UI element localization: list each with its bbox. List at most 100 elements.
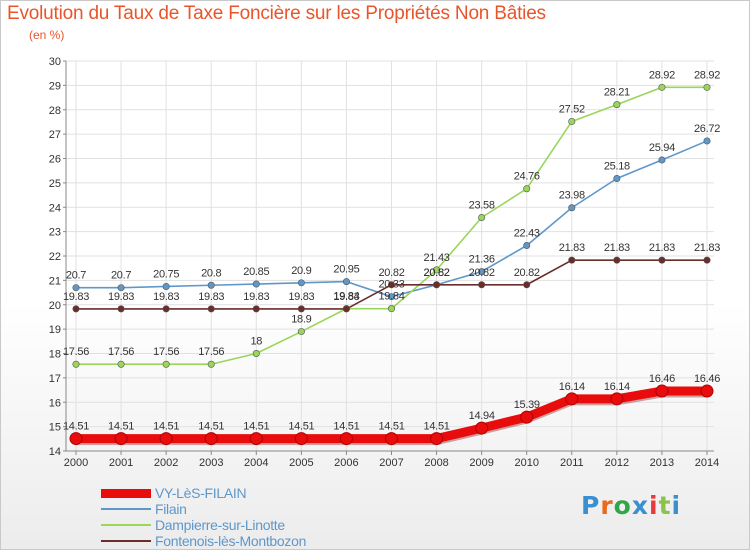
- legend-item-fontenois-les-montbozon: Fontenois-lès-Montbozon: [101, 533, 461, 549]
- data-label: 21.36: [469, 254, 495, 266]
- data-point: [655, 384, 669, 398]
- data-label: 26.72: [694, 123, 720, 135]
- x-tick-label: 2005: [289, 457, 313, 469]
- data-label: 23.58: [469, 199, 495, 211]
- data-point: [249, 432, 263, 446]
- data-label: 20.9: [291, 265, 311, 277]
- data-point: [703, 137, 711, 145]
- data-label: 19.83: [63, 291, 89, 303]
- data-label: 22.43: [514, 228, 540, 240]
- data-point: [204, 432, 218, 446]
- data-point: [294, 432, 308, 446]
- data-point: [613, 256, 621, 264]
- data-label: 14.51: [288, 421, 314, 433]
- data-label: 17.56: [63, 346, 89, 358]
- data-label: 21.83: [604, 242, 630, 254]
- data-label: 14.94: [469, 410, 495, 422]
- y-tick-label: 22: [49, 251, 61, 263]
- logo-letter: i: [649, 491, 659, 520]
- data-point: [159, 432, 173, 446]
- data-point: [252, 349, 260, 357]
- data-label: 21.83: [559, 242, 585, 254]
- data-point: [613, 174, 621, 182]
- data-label: 20.7: [111, 270, 131, 282]
- legend-item-filain: Filain: [101, 501, 461, 517]
- data-label: 17.56: [108, 346, 134, 358]
- data-label: 16.46: [694, 373, 720, 385]
- data-point: [207, 281, 215, 289]
- data-point: [252, 280, 260, 288]
- data-point: [478, 281, 486, 289]
- data-point: [433, 266, 441, 274]
- data-label: 14.51: [424, 421, 450, 433]
- y-tick-label: 21: [49, 275, 61, 287]
- data-point: [162, 360, 170, 368]
- data-label: 18.9: [291, 314, 311, 326]
- data-label: 21.83: [649, 242, 675, 254]
- data-point: [339, 432, 353, 446]
- data-label: 20.82: [514, 267, 540, 279]
- data-label: 28.92: [694, 69, 720, 81]
- data-label: 14.51: [378, 421, 404, 433]
- y-tick-label: 19: [49, 324, 61, 336]
- legend-label: Filain: [155, 501, 187, 517]
- data-label: 19.83: [198, 291, 224, 303]
- data-point: [613, 101, 621, 109]
- data-point: [658, 256, 666, 264]
- data-point: [478, 213, 486, 221]
- data-label: 14.51: [108, 421, 134, 433]
- data-point: [520, 410, 534, 424]
- data-label: 20.85: [243, 266, 269, 278]
- data-point: [297, 305, 305, 313]
- legend-swatch: [101, 508, 151, 510]
- y-tick-label: 20: [49, 300, 61, 312]
- data-label: 19.83: [288, 291, 314, 303]
- x-tick-label: 2010: [514, 457, 538, 469]
- data-label: 28.92: [649, 69, 675, 81]
- legend-swatch: [101, 489, 151, 498]
- x-tick-label: 2002: [154, 457, 178, 469]
- data-label: 19.83: [243, 291, 269, 303]
- data-point: [117, 284, 125, 292]
- chart-subtitle: (en %): [29, 28, 65, 42]
- data-point: [523, 281, 531, 289]
- x-tick-label: 2000: [64, 457, 88, 469]
- proxiti-logo: Proxiti: [581, 491, 681, 520]
- data-point: [658, 83, 666, 91]
- data-point: [342, 278, 350, 286]
- data-label: 19.83: [333, 291, 359, 303]
- x-tick-label: 2003: [199, 457, 223, 469]
- data-label: 20.82: [424, 267, 450, 279]
- data-label: 19.83: [108, 291, 134, 303]
- y-tick-label: 16: [49, 397, 61, 409]
- data-label: 20.7: [66, 270, 86, 282]
- x-tick-label: 2008: [424, 457, 448, 469]
- x-tick-label: 2007: [379, 457, 403, 469]
- data-label: 28.21: [604, 87, 630, 99]
- y-tick-label: 23: [49, 227, 61, 239]
- data-label: 14.51: [198, 421, 224, 433]
- data-point: [297, 279, 305, 287]
- data-point: [252, 305, 260, 313]
- data-label: 14.51: [333, 421, 359, 433]
- y-tick-label: 17: [49, 373, 61, 385]
- y-tick-label: 28: [49, 105, 61, 117]
- y-tick-label: 15: [49, 422, 61, 434]
- data-label: 19.84: [333, 291, 359, 303]
- data-label: 20.82: [469, 267, 495, 279]
- y-tick-label: 30: [49, 56, 61, 68]
- data-label: 20.75: [153, 268, 179, 280]
- data-point: [297, 328, 305, 336]
- data-point: [387, 305, 395, 313]
- x-tick-label: 2012: [605, 457, 629, 469]
- data-point: [387, 293, 395, 301]
- data-point: [207, 360, 215, 368]
- data-label: 18: [250, 336, 262, 348]
- data-point: [478, 268, 486, 276]
- x-tick-label: 2011: [560, 457, 584, 469]
- data-point: [387, 281, 395, 289]
- x-tick-label: 2013: [650, 457, 674, 469]
- data-point: [568, 256, 576, 264]
- legend-item-dampierre-sur-linotte: Dampierre-sur-Linotte: [101, 517, 461, 533]
